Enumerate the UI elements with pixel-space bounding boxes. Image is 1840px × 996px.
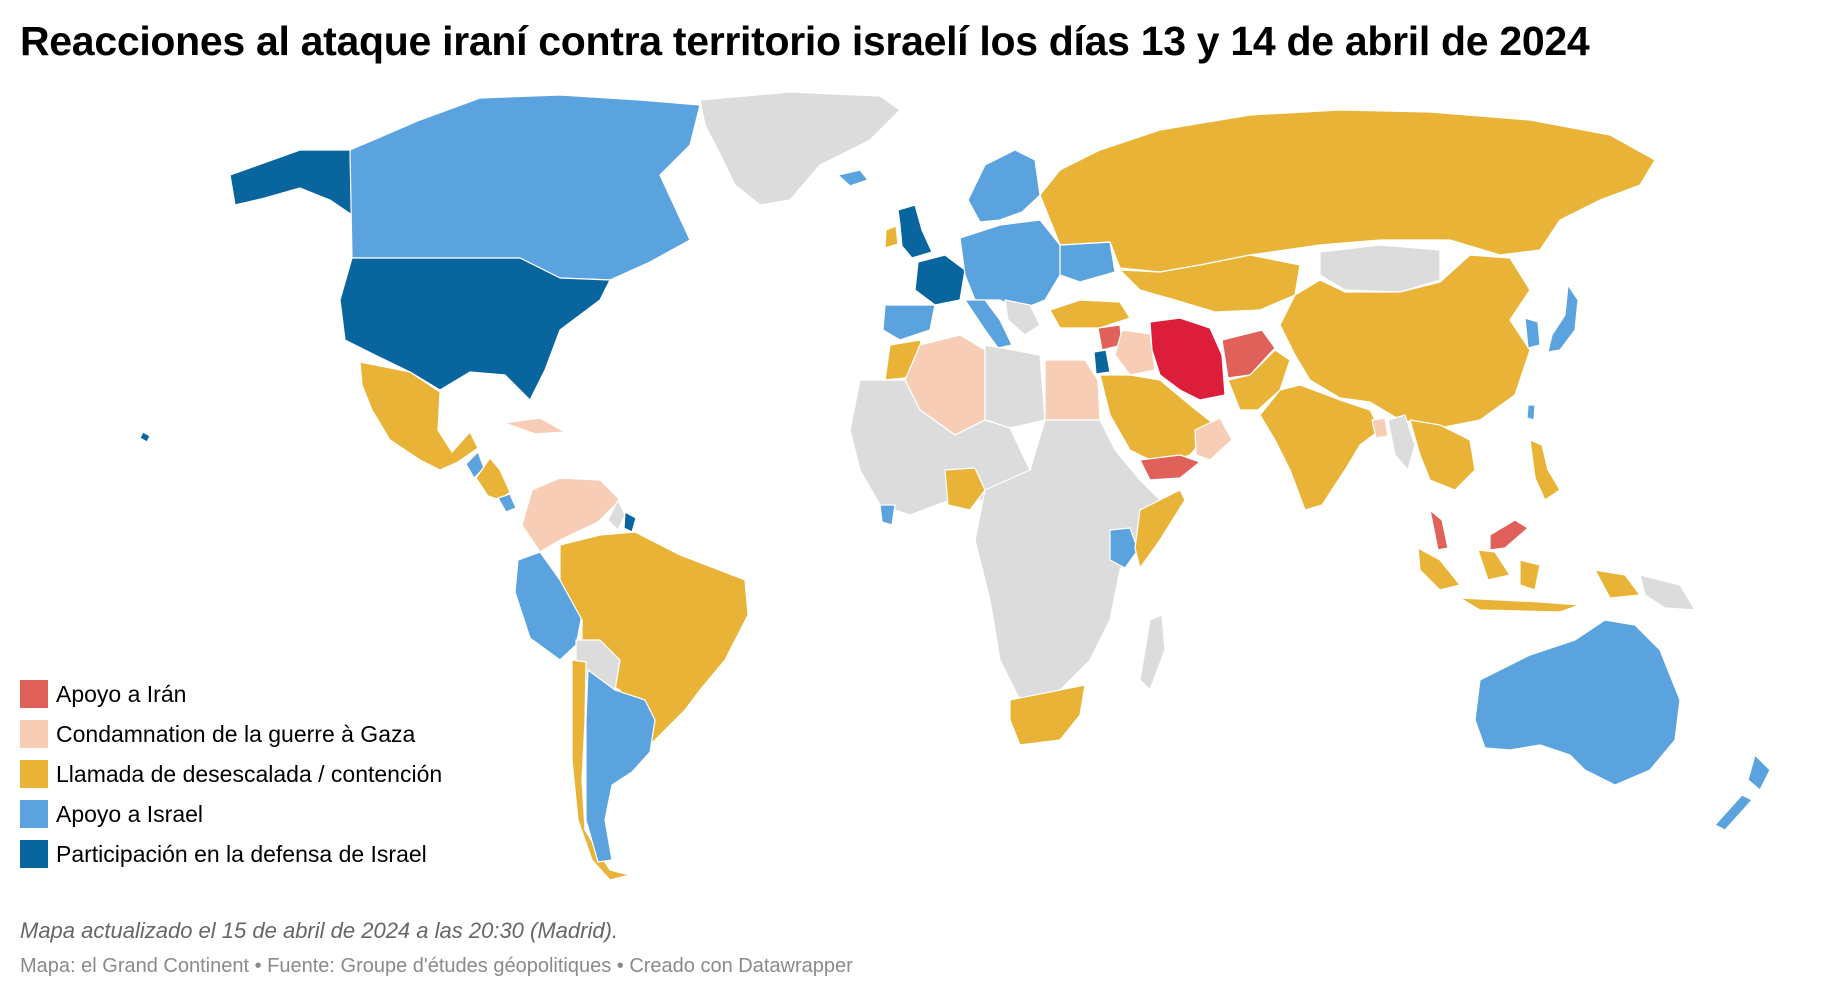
country-balkans[interactable] bbox=[1004, 299, 1041, 336]
country-usa-hawaii[interactable] bbox=[139, 431, 151, 443]
country-iceland[interactable] bbox=[837, 169, 869, 187]
legend-item-deescalation: Llamada de desescalada / contención bbox=[20, 754, 442, 794]
country-italy[interactable] bbox=[964, 299, 1013, 349]
country-iberia[interactable] bbox=[882, 304, 936, 341]
country-kenya[interactable] bbox=[1109, 527, 1139, 569]
country-afghanistan[interactable] bbox=[1221, 329, 1276, 379]
country-costa-rica[interactable] bbox=[497, 493, 517, 513]
country-central-america[interactable] bbox=[475, 457, 511, 501]
legend: Apoyo a Irán Condamnation de la guerre à… bbox=[20, 674, 442, 874]
legend-item-support-israel: Apoyo a Israel bbox=[20, 794, 442, 834]
country-france[interactable] bbox=[914, 254, 966, 306]
country-colombia-venezuela[interactable] bbox=[521, 477, 621, 553]
country-madagascar[interactable] bbox=[1139, 614, 1166, 691]
country-japan[interactable] bbox=[1547, 284, 1579, 353]
country-mexico[interactable] bbox=[359, 361, 479, 471]
country-korea[interactable] bbox=[1524, 317, 1541, 349]
country-central-africa[interactable] bbox=[974, 419, 1161, 701]
legend-swatch bbox=[20, 840, 48, 868]
country-new-zealand[interactable] bbox=[1714, 754, 1771, 831]
country-turkey[interactable] bbox=[1049, 299, 1131, 329]
country-malaysia[interactable] bbox=[1429, 509, 1449, 551]
country-central-europe[interactable] bbox=[959, 219, 1061, 311]
legend-swatch bbox=[20, 720, 48, 748]
world-map[interactable] bbox=[0, 85, 1840, 905]
country-greenland[interactable] bbox=[699, 91, 901, 206]
country-uk[interactable] bbox=[897, 204, 933, 259]
country-pakistan[interactable] bbox=[1227, 349, 1291, 411]
update-note: Mapa actualizado el 15 de abril de 2024 … bbox=[20, 918, 619, 943]
legend-item-gaza: Condamnation de la guerre à Gaza bbox=[20, 714, 442, 754]
country-guyana[interactable] bbox=[607, 499, 626, 531]
country-india[interactable] bbox=[1259, 384, 1381, 511]
country-canada[interactable] bbox=[349, 94, 701, 281]
legend-label: Participación en la defensa de Israel bbox=[56, 840, 427, 867]
country-indochina[interactable] bbox=[1409, 419, 1476, 491]
legend-label: Llamada de desescalada / contención bbox=[56, 760, 443, 787]
country-cuba[interactable] bbox=[504, 417, 566, 435]
country-usa[interactable] bbox=[339, 257, 611, 401]
country-iran[interactable] bbox=[1149, 317, 1226, 401]
country-cote-divoire[interactable] bbox=[879, 504, 896, 526]
country-russia[interactable] bbox=[1039, 109, 1656, 273]
country-png[interactable] bbox=[1639, 574, 1696, 611]
country-australia[interactable] bbox=[1474, 619, 1681, 786]
country-jordan[interactable] bbox=[1093, 349, 1111, 375]
country-nigeria[interactable] bbox=[944, 467, 986, 511]
legend-swatch bbox=[20, 800, 48, 828]
country-bangladesh[interactable] bbox=[1371, 417, 1389, 439]
legend-swatch bbox=[20, 680, 48, 708]
country-oman[interactable] bbox=[1194, 417, 1233, 461]
map-title: Reacciones al ataque iraní contra territ… bbox=[20, 18, 1590, 64]
country-ukraine[interactable] bbox=[1059, 241, 1116, 283]
legend-item-defense-israel: Participación en la defensa de Israel bbox=[20, 834, 442, 874]
country-somalia[interactable] bbox=[1134, 489, 1186, 569]
legend-label: Apoyo a Irán bbox=[56, 680, 187, 707]
country-malaysia-borneo[interactable] bbox=[1489, 519, 1529, 551]
country-yemen[interactable] bbox=[1139, 454, 1201, 481]
legend-item-support-iran: Apoyo a Irán bbox=[20, 674, 442, 714]
legend-label: Apoyo a Israel bbox=[56, 800, 204, 827]
country-usa-alaska[interactable] bbox=[229, 149, 353, 216]
country-iraq[interactable] bbox=[1114, 329, 1156, 376]
country-taiwan[interactable] bbox=[1526, 404, 1536, 421]
country-nordics[interactable] bbox=[967, 149, 1041, 223]
country-chile[interactable] bbox=[571, 659, 631, 881]
credits-line: Mapa: el Grand Continent • Fuente: Group… bbox=[20, 955, 853, 977]
country-ireland[interactable] bbox=[884, 225, 899, 249]
country-south-africa[interactable] bbox=[1009, 684, 1086, 746]
country-china[interactable] bbox=[1279, 254, 1531, 429]
country-egypt[interactable] bbox=[1044, 359, 1101, 421]
country-libya[interactable] bbox=[984, 344, 1046, 429]
country-myanmar[interactable] bbox=[1387, 414, 1416, 471]
country-argentina[interactable] bbox=[585, 669, 656, 863]
country-mongolia[interactable] bbox=[1319, 244, 1441, 293]
country-philippines[interactable] bbox=[1529, 439, 1561, 501]
country-indonesia[interactable] bbox=[1417, 547, 1641, 613]
legend-label: Condamnation de la guerre à Gaza bbox=[56, 720, 416, 747]
legend-swatch bbox=[20, 760, 48, 788]
country-french-guiana[interactable] bbox=[623, 511, 637, 533]
